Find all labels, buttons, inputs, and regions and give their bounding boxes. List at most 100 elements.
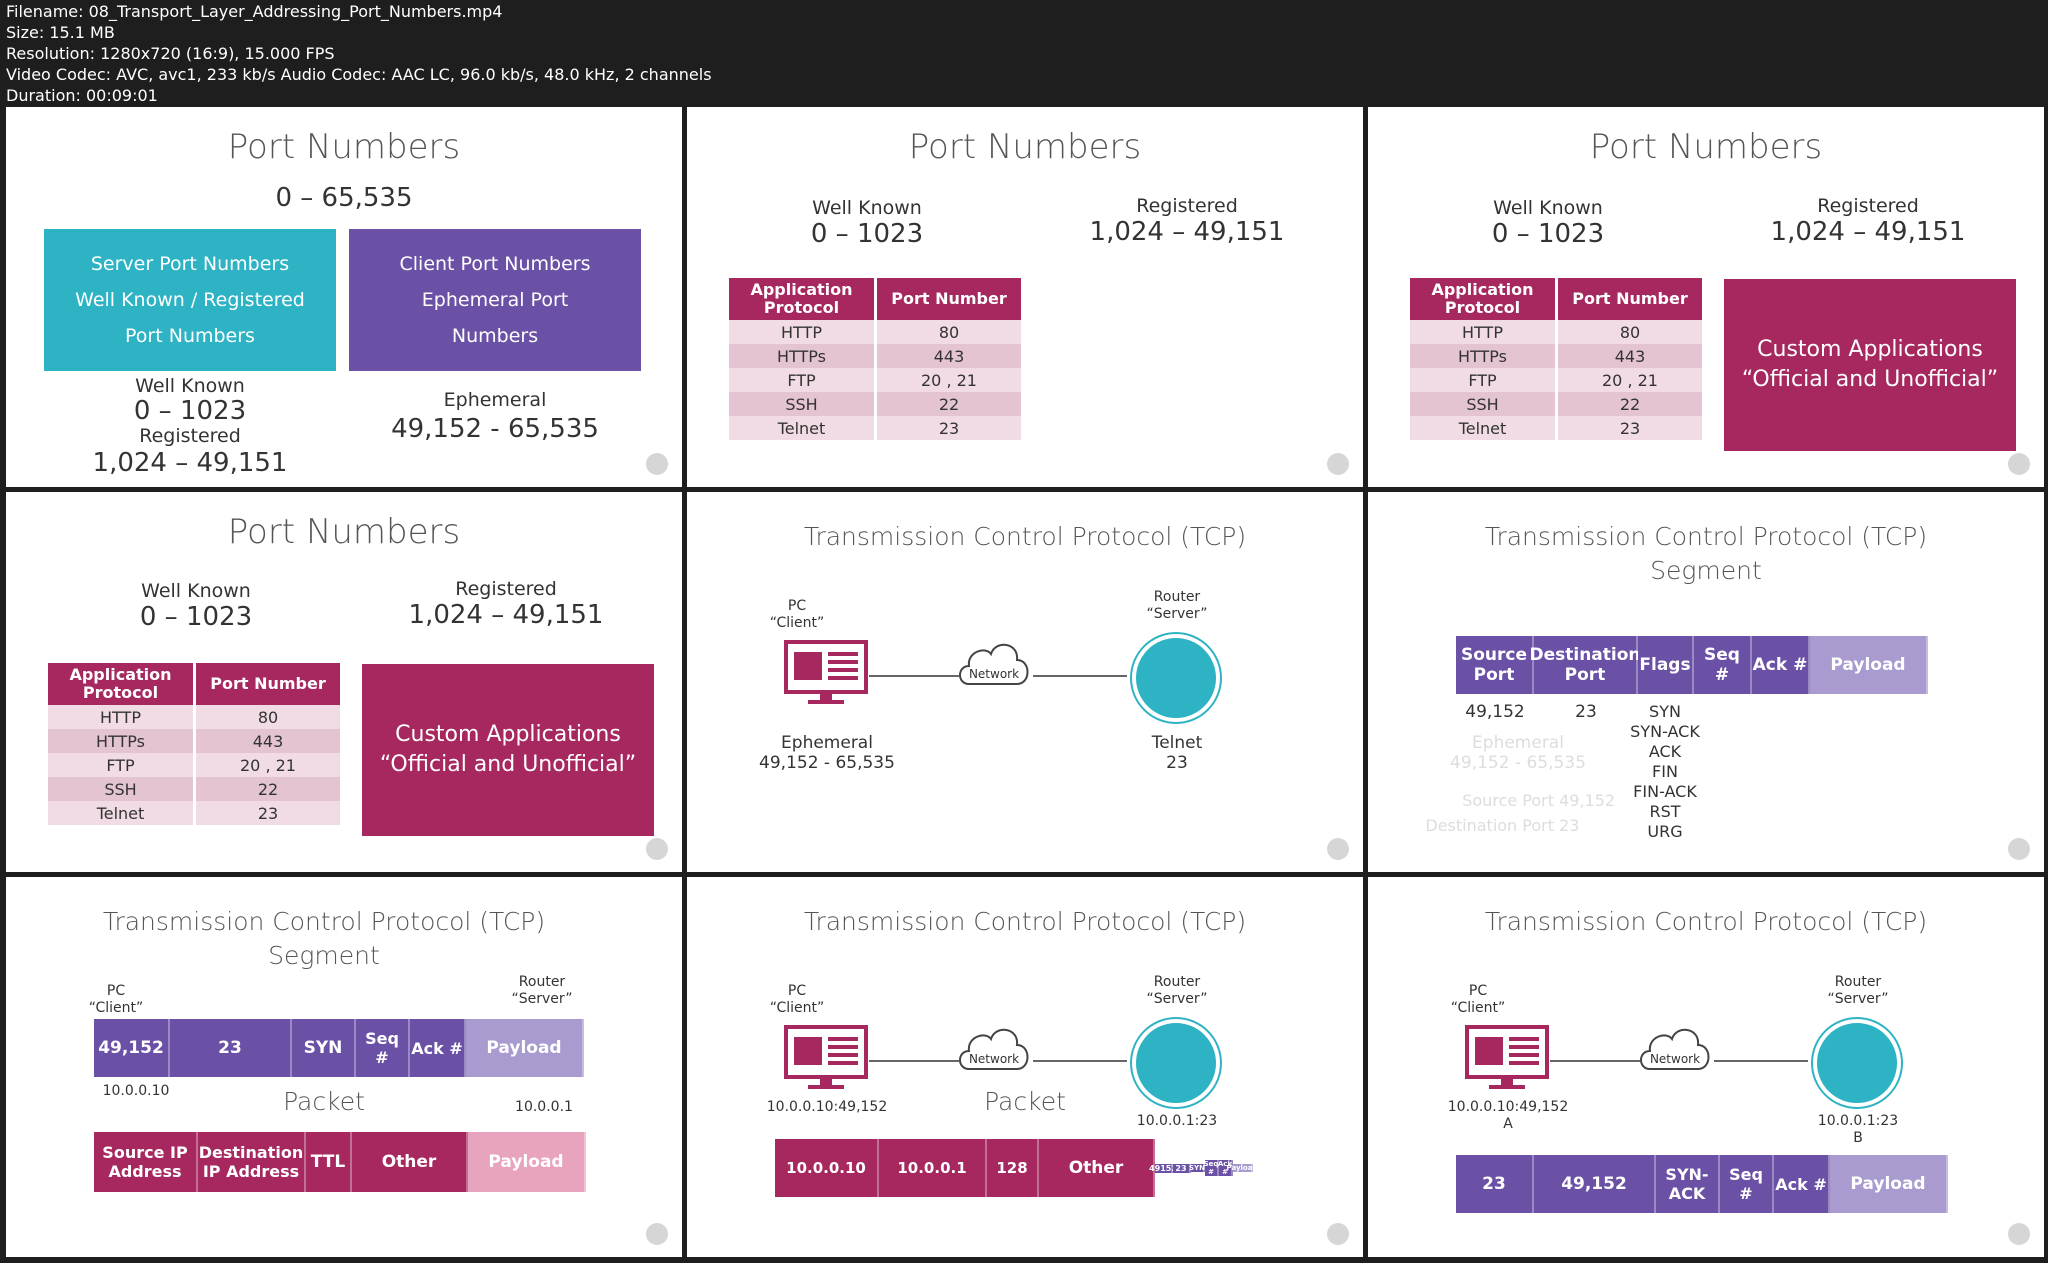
file-codec: Video Codec: AVC, avc1, 233 kb/s Audio C…	[6, 65, 712, 84]
protocol-cell: HTTP	[48, 705, 196, 729]
play-icon[interactable]	[2008, 453, 2030, 475]
thumbnail-3[interactable]: Port Numbers Well Known 0 – 1023 Registe…	[1368, 107, 2044, 487]
router-label: Router “Server”	[1818, 974, 1898, 1008]
table-row: HTTPs 443	[729, 344, 1021, 368]
pc-label: PC “Client”	[76, 983, 156, 1017]
segment-seq: Seq #	[1720, 1155, 1774, 1213]
server-text: “Server”	[1827, 991, 1889, 1007]
well-known-block: Well Known 0 – 1023	[1428, 197, 1668, 249]
port-cell: 23	[194, 801, 340, 825]
registered-block: Registered 1,024 – 49,151	[1748, 195, 1988, 247]
table-header-port: Port Number	[194, 663, 340, 705]
pc-icon	[1465, 1025, 1549, 1089]
server-endpoint: 10.0.0.1:23 B	[1798, 1113, 1918, 1147]
protocol-cell: HTTPs	[729, 344, 877, 368]
flag-item: FIN-ACK	[1633, 782, 1697, 801]
thumbnail-2[interactable]: Port Numbers Well Known 0 – 1023 Registe…	[687, 107, 1363, 487]
pc-label: PC “Client”	[757, 598, 837, 632]
link-line	[1033, 1060, 1127, 1062]
port-cell: 23	[1556, 416, 1702, 440]
port-table: Application Protocol Port Number HTTP 80 H…	[1410, 278, 1702, 440]
file-resolution: Resolution: 1280x720 (16:9), 15.000 FPS	[6, 44, 335, 63]
thumbnail-7[interactable]: Transmission Control Protocol (TCP) Segm…	[6, 877, 682, 1257]
mini-destination-port: 23	[1173, 1163, 1191, 1173]
packet-ttl: 128	[987, 1139, 1039, 1197]
client-ranges: Ephemeral 49,152 - 65,535	[349, 389, 641, 447]
port-cell: 20 , 21	[1556, 368, 1702, 392]
segment-title: Segment	[268, 941, 380, 970]
segment-flags: SYN	[292, 1019, 356, 1077]
port-table: Application Protocol Port Number HTTP 80 H…	[48, 663, 340, 825]
segment-ack: Ack #	[1752, 636, 1810, 694]
well-known-label: Well Known	[1493, 197, 1603, 219]
ephemeral-range: 49,152 - 65,535	[759, 753, 895, 773]
slide-title: Transmission Control Protocol (TCP)	[803, 522, 1247, 551]
custom-apps-line-2: “Official and Unofficial”	[379, 752, 637, 777]
link-line	[1714, 1060, 1808, 1062]
tcp-segment: 23 49,152 SYN- ACK Seq # Ack # Payload	[1456, 1155, 1948, 1213]
faded-destination-value: 23	[1559, 816, 1580, 835]
server-text: “Server”	[1146, 991, 1208, 1007]
registered-range: 1,024 – 49,151	[1089, 217, 1285, 247]
mini-payload: Payload	[1226, 1164, 1258, 1172]
pc-text: PC	[787, 598, 807, 614]
registered-range: 1,024 – 49,151	[408, 600, 604, 630]
protocol-cell: FTP	[729, 368, 877, 392]
thumbnail-9[interactable]: Transmission Control Protocol (TCP) PC “…	[1368, 877, 2044, 1257]
pc-text: PC	[787, 983, 807, 999]
pc-icon	[784, 640, 868, 704]
link-line	[869, 1060, 959, 1062]
file-duration: Duration: 00:09:01	[6, 86, 158, 105]
well-known-range: 0 – 1023	[133, 396, 247, 426]
slide-title: Port Numbers	[1589, 127, 1823, 167]
play-icon[interactable]	[646, 1223, 668, 1245]
well-known-block: Well Known 0 – 1023	[76, 580, 316, 632]
thumbnail-4[interactable]: Port Numbers Well Known 0 – 1023 Registe…	[6, 492, 682, 872]
segment-ack: Ack #	[410, 1019, 466, 1077]
server-box-line-2: Well Known / Registered	[75, 289, 305, 311]
client-text: “Client”	[88, 1000, 144, 1016]
faded-ephemeral: Ephemeral 49,152 - 65,535	[1428, 733, 1608, 773]
table-header-protocol: Application Protocol	[729, 278, 877, 320]
faded-source-label: Source Port	[1462, 791, 1554, 810]
port-cell: 80	[194, 705, 340, 729]
packet-title: Packet	[984, 1087, 1066, 1116]
flags-list: SYN SYN-ACK ACK FIN FIN-ACK RST URG	[1600, 702, 1730, 842]
flag-item: SYN-ACK	[1630, 722, 1700, 741]
thumbnail-5[interactable]: Transmission Control Protocol (TCP) PC “…	[687, 492, 1363, 872]
play-icon[interactable]	[646, 453, 668, 475]
play-icon[interactable]	[2008, 838, 2030, 860]
custom-apps-line-1: Custom Applications	[395, 722, 621, 747]
table-row: FTP 20 , 21	[729, 368, 1021, 392]
play-icon[interactable]	[1327, 838, 1349, 860]
well-known-label: Well Known	[141, 580, 251, 602]
ip-packet: 10.0.0.10 10.0.0.1 128 Other 49152 23 SY…	[775, 1139, 1258, 1197]
packet-source-ip: Source IP Address	[94, 1132, 198, 1192]
play-icon[interactable]	[646, 838, 668, 860]
server-text: “Server”	[511, 991, 573, 1007]
play-icon[interactable]	[1327, 453, 1349, 475]
play-icon[interactable]	[2008, 1223, 2030, 1245]
packet-destination-ip: 10.0.0.1	[879, 1139, 987, 1197]
segment-flags: SYN- ACK	[1656, 1155, 1720, 1213]
protocol-cell: SSH	[48, 777, 196, 801]
table-row: SSH 22	[729, 392, 1021, 416]
thumbnail-1[interactable]: Port Numbers 0 – 65,535 Server Port Numb…	[6, 107, 682, 487]
ephemeral-range: 49,152 - 65,535	[391, 414, 599, 444]
packet-payload: Payload	[468, 1132, 586, 1192]
segment-ack: Ack #	[1774, 1155, 1830, 1213]
segment-source-port: Source Port	[1456, 636, 1534, 694]
port-cell: 20 , 21	[875, 368, 1021, 392]
play-icon[interactable]	[1327, 1223, 1349, 1245]
router-text: Router	[518, 974, 566, 990]
registered-label: Registered	[455, 578, 557, 600]
table-row: HTTP 80	[1410, 320, 1702, 344]
port-cell: 22	[1556, 392, 1702, 416]
server-ranges: Well Known 0 – 1023 Registered 1,024 – 4…	[44, 375, 336, 479]
port-cell: 80	[875, 320, 1021, 344]
segment-seq: Seq #	[356, 1019, 410, 1077]
thumbnail-6[interactable]: Transmission Control Protocol (TCP) Segm…	[1368, 492, 2044, 872]
thumbnail-8[interactable]: Transmission Control Protocol (TCP) PC “…	[687, 877, 1363, 1257]
pc-text: PC	[106, 983, 126, 999]
tcp-segment-header: Source Port Destination Port Flags Seq #…	[1456, 636, 1928, 694]
